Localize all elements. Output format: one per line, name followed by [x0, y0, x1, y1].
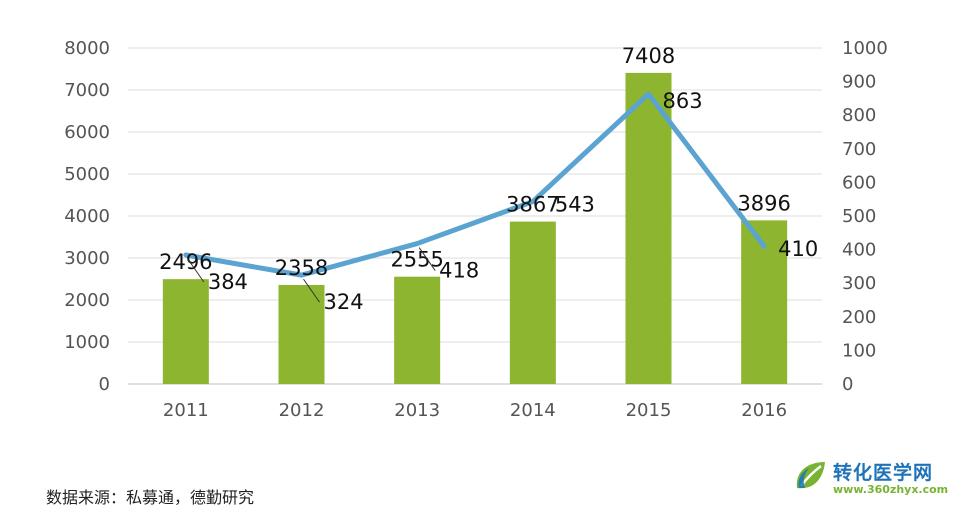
series-line: [186, 94, 764, 275]
bar-data-label: 3896: [737, 191, 790, 215]
bar-data-label: 2496: [159, 250, 212, 274]
x-tick-label: 2016: [741, 400, 787, 421]
line-data-label: 324: [324, 290, 364, 314]
left-tick-label: 0: [99, 374, 110, 395]
line-data-label: 418: [439, 259, 479, 283]
bar-data-label: 7408: [622, 44, 675, 68]
x-tick-label: 2014: [510, 400, 556, 421]
right-tick-label: 900: [842, 72, 876, 93]
source-note: 数据来源：私募通，德勤研究: [46, 484, 254, 508]
left-tick-label: 7000: [64, 80, 110, 101]
line-data-label: 384: [208, 270, 248, 294]
line-data-labels: 384 324 418 543 863 410: [188, 89, 818, 314]
right-tick-label: 600: [842, 172, 876, 193]
right-tick-label: 500: [842, 206, 876, 227]
left-tick-label: 3000: [64, 248, 110, 269]
bar-data-labels: 2496 2358 2555 3867 7408 3896: [159, 44, 791, 280]
bar: [510, 222, 556, 384]
x-tick-label: 2011: [163, 400, 209, 421]
watermark-name: 转化医学网: [833, 458, 933, 485]
left-tick-label: 6000: [64, 122, 110, 143]
x-tick-label: 2012: [279, 400, 325, 421]
line-data-label: 543: [555, 193, 595, 217]
left-tick-label: 4000: [64, 206, 110, 227]
bar-data-label: 2358: [275, 256, 328, 280]
right-tick-label: 1000: [842, 38, 888, 59]
right-tick-label: 800: [842, 105, 876, 126]
line-data-label: 410: [778, 237, 818, 261]
right-axis: 0 100 200 300 400 500 600 700 800 900 1000: [842, 38, 888, 395]
bar-data-label: 3867: [506, 193, 559, 217]
bar: [626, 73, 672, 384]
bar-line-chart: 0 1000 2000 3000 4000 5000 6000 7000 8000 0 100 20…: [0, 0, 963, 460]
right-tick-label: 100: [842, 340, 876, 361]
leaf-logo-icon: [793, 458, 829, 494]
left-tick-label: 8000: [64, 38, 110, 59]
bar-series: [163, 73, 787, 384]
left-axis: 0 1000 2000 3000 4000 5000 6000 7000 8000: [64, 38, 110, 395]
right-tick-label: 700: [842, 139, 876, 160]
line-data-label: 863: [663, 89, 703, 113]
gridlines: [128, 48, 822, 384]
bar-data-label: 2555: [390, 248, 443, 272]
x-tick-label: 2015: [626, 400, 672, 421]
watermark-logo: 转化医学网 www.360zhyx.com: [793, 456, 953, 500]
watermark-url: www.360zhyx.com: [833, 483, 948, 496]
right-tick-label: 300: [842, 273, 876, 294]
line-series: [186, 94, 765, 275]
right-tick-label: 400: [842, 240, 876, 261]
bar: [394, 277, 440, 384]
left-tick-label: 5000: [64, 164, 110, 185]
right-tick-label: 200: [842, 307, 876, 328]
left-tick-label: 1000: [64, 332, 110, 353]
right-tick-label: 0: [842, 374, 853, 395]
x-tick-label: 2013: [394, 400, 440, 421]
x-axis: 2011 2012 2013 2014 2015 2016: [163, 400, 787, 421]
left-tick-label: 2000: [64, 290, 110, 311]
bar: [163, 279, 209, 384]
